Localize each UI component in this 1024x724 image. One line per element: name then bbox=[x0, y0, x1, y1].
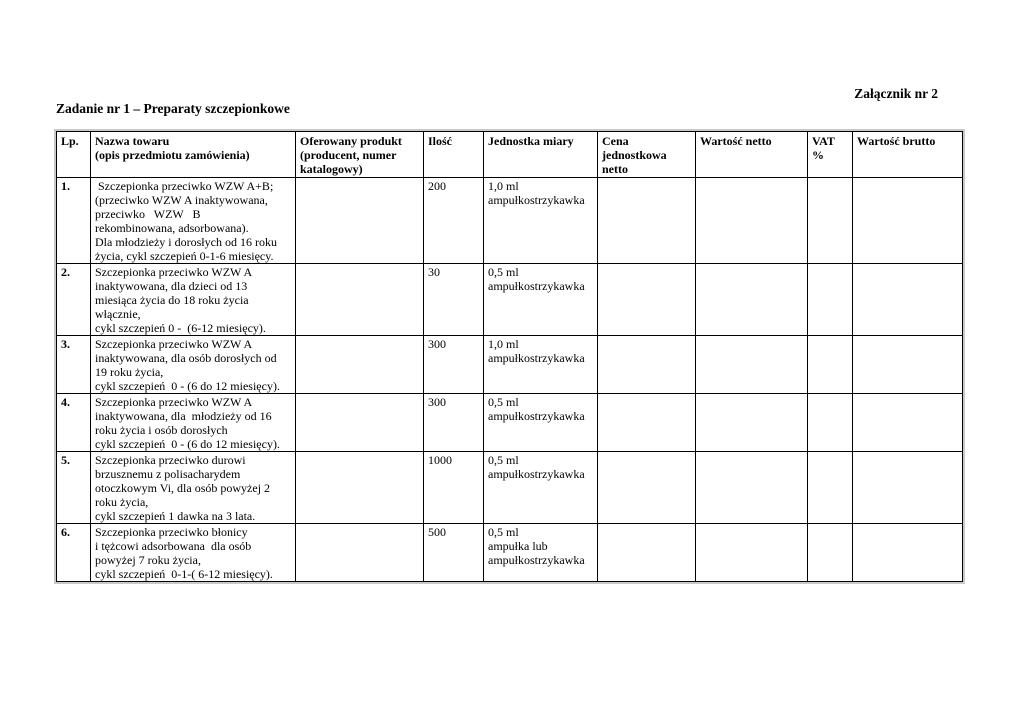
net-value-cell bbox=[695, 177, 808, 264]
table-row: 5. Szczepionka przeciwko durowi brzuszne… bbox=[56, 451, 963, 524]
gross-value-cell bbox=[852, 393, 963, 452]
table-row: 3. Szczepionka przeciwko WZW A inaktywow… bbox=[56, 335, 963, 394]
page-title: Zadanie nr 1 – Preparaty szczepionkowe bbox=[56, 101, 290, 116]
column-header-gross-value: Wartość brutto bbox=[852, 131, 963, 178]
products-table-wrapper: Lp. Nazwa towaru (opis przedmiotu zamówi… bbox=[56, 131, 963, 582]
row-number-cell: 3. bbox=[56, 335, 91, 394]
gross-value-cell bbox=[852, 451, 963, 524]
unit-price-net-cell bbox=[597, 263, 696, 336]
attachment-label: Załącznik nr 2 bbox=[854, 86, 938, 101]
table-row: 4. Szczepionka przeciwko WZW A inaktywow… bbox=[56, 393, 963, 452]
column-header-unit-price-net: Cena jednostkowa netto bbox=[597, 131, 696, 178]
net-value-cell bbox=[695, 393, 808, 452]
row-number-cell: 4. bbox=[56, 393, 91, 452]
column-header-net-value: Wartość netto bbox=[695, 131, 808, 178]
offered-product-cell bbox=[295, 523, 424, 582]
table-row: 1. Szczepionka przeciwko WZW A+B; (przec… bbox=[56, 177, 963, 264]
net-value-cell bbox=[695, 263, 808, 336]
quantity-cell: 300 bbox=[423, 393, 484, 452]
quantity-cell: 500 bbox=[423, 523, 484, 582]
gross-value-cell bbox=[852, 177, 963, 264]
unit-of-measure-cell: 1,0 ml ampułkostrzykawka bbox=[483, 335, 598, 394]
column-header-quantity: Ilość bbox=[423, 131, 484, 178]
product-name-cell: Szczepionka przeciwko WZW A inaktywowana… bbox=[90, 263, 296, 336]
net-value-cell bbox=[695, 335, 808, 394]
row-number-cell: 2. bbox=[56, 263, 91, 336]
vat-cell bbox=[807, 393, 853, 452]
row-number-cell: 6. bbox=[56, 523, 91, 582]
quantity-cell: 300 bbox=[423, 335, 484, 394]
unit-of-measure-cell: 0,5 ml ampułkostrzykawka bbox=[483, 451, 598, 524]
unit-of-measure-cell: 0,5 ml ampułkostrzykawka bbox=[483, 263, 598, 336]
quantity-cell: 1000 bbox=[423, 451, 484, 524]
row-number-cell: 1. bbox=[56, 177, 91, 264]
offered-product-cell bbox=[295, 177, 424, 264]
unit-of-measure-cell: 0,5 ml ampułkostrzykawka bbox=[483, 393, 598, 452]
header-row: Lp. Nazwa towaru (opis przedmiotu zamówi… bbox=[56, 131, 963, 178]
offered-product-cell bbox=[295, 451, 424, 524]
gross-value-cell bbox=[852, 335, 963, 394]
column-header-unit: Jednostka miary bbox=[483, 131, 598, 178]
product-name-cell: Szczepionka przeciwko WZW A+B; (przeciwk… bbox=[90, 177, 296, 264]
unit-of-measure-cell: 0,5 ml ampułka lub ampułkostrzykawka bbox=[483, 523, 598, 582]
product-name-cell: Szczepionka przeciwko durowi brzusznemu … bbox=[90, 451, 296, 524]
vat-cell bbox=[807, 335, 853, 394]
unit-price-net-cell bbox=[597, 393, 696, 452]
unit-price-net-cell bbox=[597, 523, 696, 582]
column-header-product-name: Nazwa towaru (opis przedmiotu zamówienia… bbox=[90, 131, 296, 178]
unit-price-net-cell bbox=[597, 451, 696, 524]
table-row: 6. Szczepionka przeciwko błonicy i tężco… bbox=[56, 523, 963, 582]
vat-cell bbox=[807, 451, 853, 524]
quantity-cell: 200 bbox=[423, 177, 484, 264]
column-header-offered-product: Oferowany produkt (producent, numer kata… bbox=[295, 131, 424, 178]
unit-price-net-cell bbox=[597, 177, 696, 264]
gross-value-cell bbox=[852, 523, 963, 582]
product-name-cell: Szczepionka przeciwko błonicy i tężcowi … bbox=[90, 523, 296, 582]
vat-cell bbox=[807, 263, 853, 336]
offered-product-cell bbox=[295, 335, 424, 394]
unit-of-measure-cell: 1,0 ml ampułkostrzykawka bbox=[483, 177, 598, 264]
row-number-cell: 5. bbox=[56, 451, 91, 524]
net-value-cell bbox=[695, 451, 808, 524]
offered-product-cell bbox=[295, 263, 424, 336]
vat-cell bbox=[807, 177, 853, 264]
gross-value-cell bbox=[852, 263, 963, 336]
unit-price-net-cell bbox=[597, 335, 696, 394]
table-row: 2. Szczepionka przeciwko WZW A inaktywow… bbox=[56, 263, 963, 336]
quantity-cell: 30 bbox=[423, 263, 484, 336]
product-name-cell: Szczepionka przeciwko WZW A inaktywowana… bbox=[90, 393, 296, 452]
products-table: Lp. Nazwa towaru (opis przedmiotu zamówi… bbox=[56, 131, 963, 582]
product-name-cell: Szczepionka przeciwko WZW A inaktywowana… bbox=[90, 335, 296, 394]
vat-cell bbox=[807, 523, 853, 582]
net-value-cell bbox=[695, 523, 808, 582]
table-body: 1. Szczepionka przeciwko WZW A+B; (przec… bbox=[56, 177, 963, 582]
column-header-vat: VAT % bbox=[807, 131, 853, 178]
offered-product-cell bbox=[295, 393, 424, 452]
table-header: Lp. Nazwa towaru (opis przedmiotu zamówi… bbox=[56, 131, 963, 178]
column-header-lp: Lp. bbox=[56, 131, 91, 178]
